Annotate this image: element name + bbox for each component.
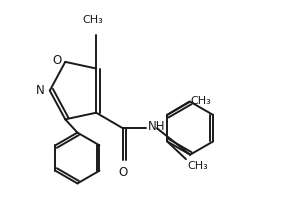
Text: N: N (36, 84, 45, 97)
Text: CH₃: CH₃ (187, 161, 208, 171)
Text: NH: NH (148, 120, 165, 133)
Text: O: O (119, 166, 128, 179)
Text: CH₃: CH₃ (83, 15, 103, 25)
Text: CH₃: CH₃ (190, 95, 211, 106)
Text: O: O (52, 54, 61, 67)
